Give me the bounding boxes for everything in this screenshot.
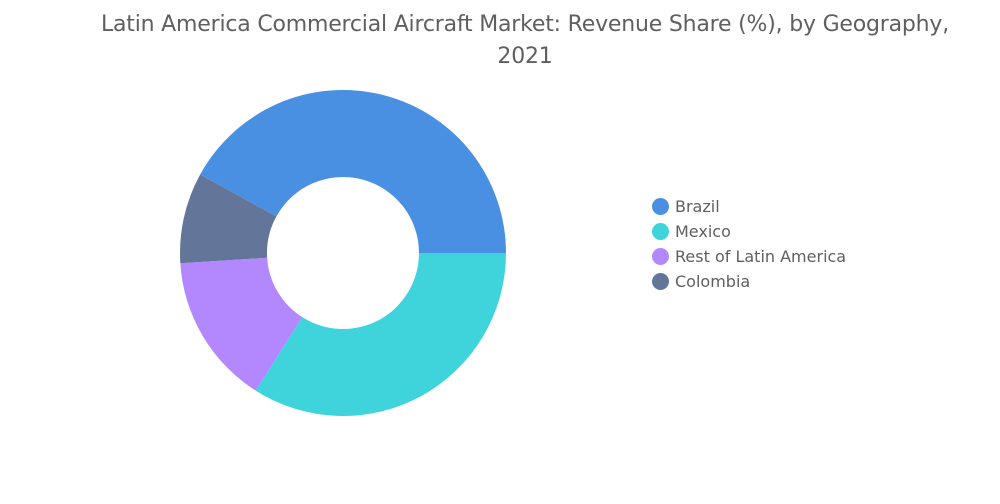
legend-swatch	[652, 248, 669, 265]
legend-swatch	[652, 273, 669, 290]
legend-label: Colombia	[675, 272, 751, 291]
legend-label: Rest of Latin America	[675, 247, 847, 266]
slice-mexico	[255, 253, 506, 416]
legend-item-colombia: Colombia	[652, 269, 846, 294]
legend-swatch	[652, 223, 669, 240]
chart-legend: Brazil Mexico Rest of Latin America Colombi…	[652, 194, 846, 294]
chart-title: Latin America Commercial Aircraft Market…	[100, 12, 950, 69]
legend-swatch	[652, 198, 669, 215]
legend-label: Mexico	[675, 222, 731, 241]
slice-rest-of-latin-america	[180, 257, 303, 391]
slice-colombia	[179, 174, 277, 264]
legend-label: Brazil	[675, 197, 720, 216]
legend-item-brazil: Brazil	[652, 194, 846, 219]
slice-brazil	[200, 90, 506, 253]
legend-item-rest-of-latin-america: Rest of Latin America	[652, 244, 846, 269]
legend-item-mexico: Mexico	[652, 219, 846, 244]
